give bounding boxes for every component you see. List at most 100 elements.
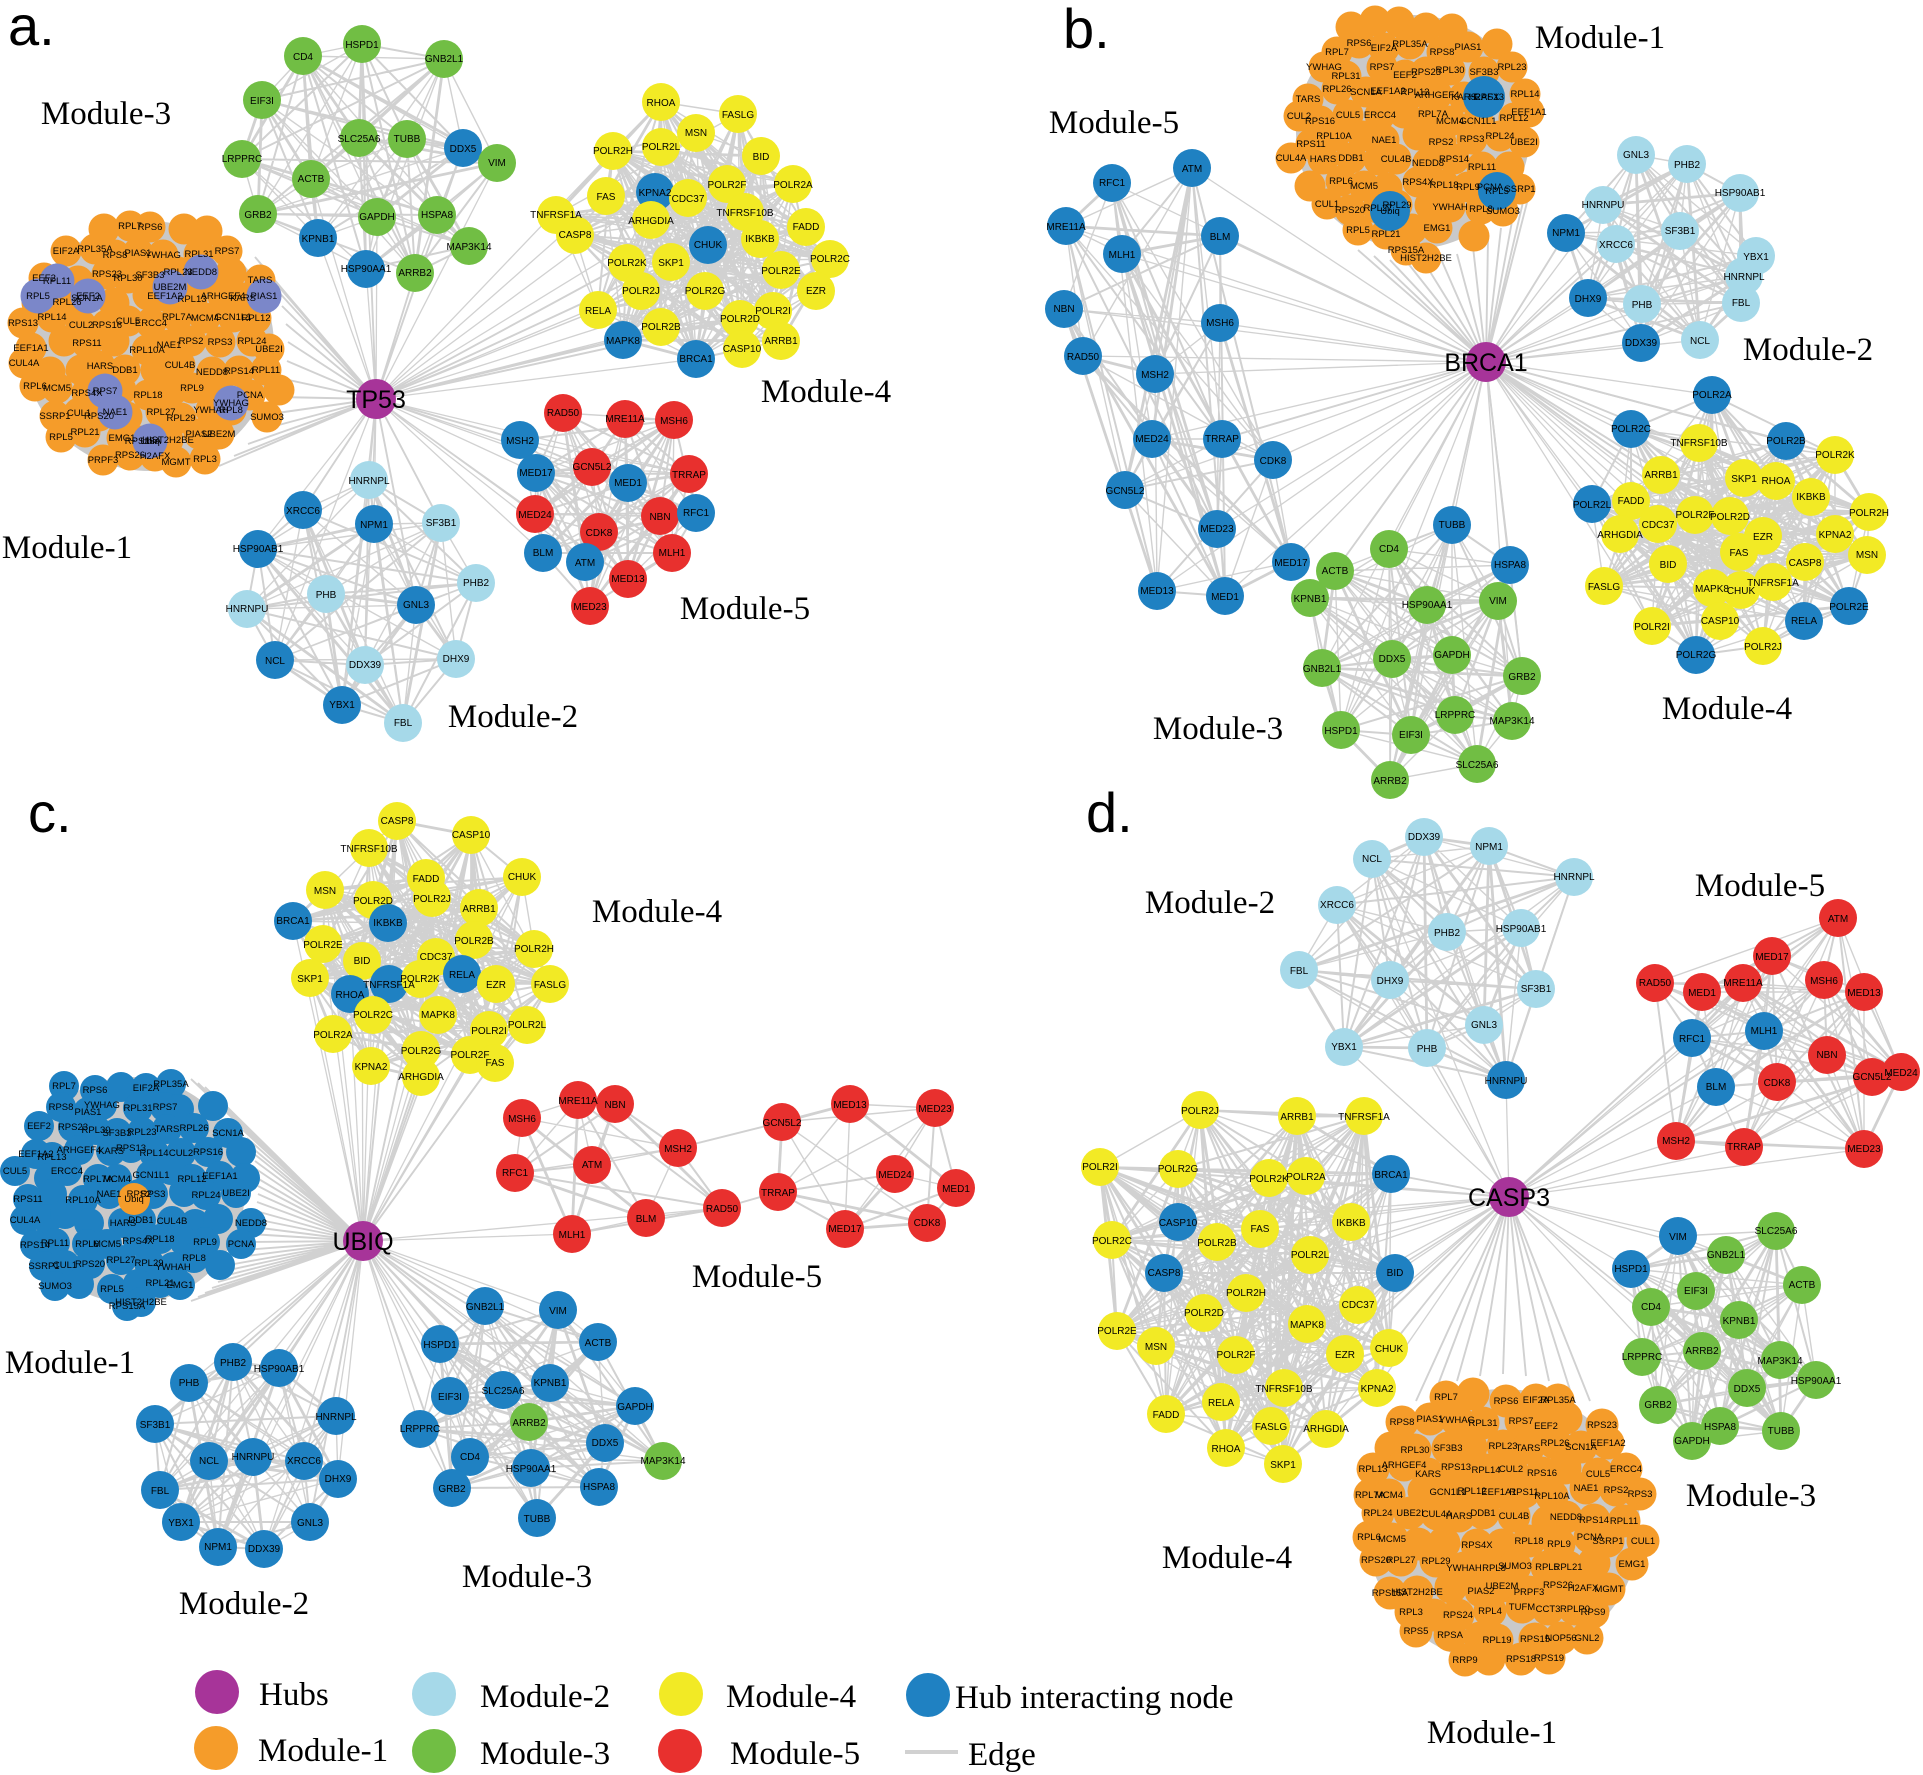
svg-text:RHOA: RHOA xyxy=(336,990,365,1001)
svg-text:MLH1: MLH1 xyxy=(659,548,686,559)
svg-text:RPS14: RPS14 xyxy=(20,1240,50,1251)
svg-text:Module-1: Module-1 xyxy=(258,1733,388,1769)
svg-text:ARRB2: ARRB2 xyxy=(1373,776,1407,787)
svg-text:BLM: BLM xyxy=(636,1214,657,1225)
svg-text:DDX5: DDX5 xyxy=(450,144,477,155)
svg-text:POLR2D: POLR2D xyxy=(1184,1308,1224,1319)
svg-text:EEF1A2: EEF1A2 xyxy=(1370,86,1405,97)
svg-text:CUL1: CUL1 xyxy=(53,1260,77,1271)
svg-text:YWHAG: YWHAG xyxy=(1306,62,1342,73)
svg-text:EEF1A1: EEF1A1 xyxy=(1481,1487,1516,1498)
svg-text:MED1: MED1 xyxy=(942,1184,970,1195)
svg-text:MED1: MED1 xyxy=(1688,988,1716,999)
svg-text:RPL5: RPL5 xyxy=(100,1284,124,1295)
svg-text:RPL9: RPL9 xyxy=(1456,182,1480,193)
svg-text:RPL3: RPL3 xyxy=(1399,1607,1423,1618)
svg-text:MSH6: MSH6 xyxy=(508,1114,536,1125)
svg-text:NEDD8: NEDD8 xyxy=(185,267,217,278)
svg-text:MCM4: MCM4 xyxy=(103,1174,131,1185)
svg-text:EIF2A: EIF2A xyxy=(53,246,80,257)
svg-text:GRB2: GRB2 xyxy=(1508,672,1536,683)
svg-text:TARS: TARS xyxy=(248,275,273,286)
svg-text:ARHGEF4: ARHGEF4 xyxy=(201,291,246,302)
svg-text:RPS13: RPS13 xyxy=(8,318,38,329)
svg-text:VIM: VIM xyxy=(549,1306,567,1317)
svg-text:POLR2K: POLR2K xyxy=(1815,450,1855,461)
svg-text:RHOA: RHOA xyxy=(1212,1444,1241,1455)
svg-text:POLR2I: POLR2I xyxy=(755,306,791,317)
svg-text:RPS15A: RPS15A xyxy=(125,436,162,447)
svg-text:ERCC4: ERCC4 xyxy=(51,1166,83,1177)
svg-text:HSPA8: HSPA8 xyxy=(1704,1422,1736,1433)
svg-text:KARS: KARS xyxy=(230,293,256,304)
svg-text:SCN1A: SCN1A xyxy=(71,293,103,304)
svg-text:TNFRSF10B: TNFRSF10B xyxy=(716,208,774,219)
svg-text:RPL27: RPL27 xyxy=(1363,203,1392,214)
svg-text:HNRNPU: HNRNPU xyxy=(1582,200,1625,211)
svg-text:RAD50: RAD50 xyxy=(1639,978,1672,989)
svg-text:RPS7: RPS7 xyxy=(93,386,118,397)
svg-text:XRCC6: XRCC6 xyxy=(286,506,320,517)
svg-text:CD4: CD4 xyxy=(1379,544,1399,555)
svg-text:RPL13: RPL13 xyxy=(1400,87,1429,98)
svg-text:RPS23: RPS23 xyxy=(1587,1420,1617,1431)
svg-text:UBE2M: UBE2M xyxy=(203,429,236,440)
svg-text:TP53: TP53 xyxy=(346,386,406,414)
svg-text:MED17: MED17 xyxy=(1755,952,1789,963)
svg-text:PHB: PHB xyxy=(1417,1044,1438,1055)
svg-text:CUL2: CUL2 xyxy=(69,320,93,331)
svg-text:DDB1: DDB1 xyxy=(112,365,137,376)
svg-text:RPS2: RPS2 xyxy=(1604,1485,1629,1496)
svg-text:MSH2: MSH2 xyxy=(1662,1136,1690,1147)
svg-text:RPL35A: RPL35A xyxy=(153,1079,189,1090)
svg-text:RPL12: RPL12 xyxy=(1457,1486,1486,1497)
svg-text:POLR2G: POLR2G xyxy=(1158,1164,1199,1175)
svg-text:HNRNPL: HNRNPL xyxy=(1723,272,1765,283)
svg-text:MSN: MSN xyxy=(1856,550,1878,561)
svg-text:NAE1: NAE1 xyxy=(1574,1483,1599,1494)
svg-text:LRPPRC: LRPPRC xyxy=(1622,1352,1663,1363)
svg-text:RPL27: RPL27 xyxy=(1386,1555,1415,1566)
svg-text:NPM1: NPM1 xyxy=(360,520,388,531)
svg-text:TUFM: TUFM xyxy=(1509,1602,1535,1613)
svg-text:POLR2D: POLR2D xyxy=(1710,512,1750,523)
svg-text:HIST2H2BE: HIST2H2BE xyxy=(1400,253,1452,264)
svg-text:RPS4X: RPS4X xyxy=(71,388,103,399)
svg-text:ATM: ATM xyxy=(575,558,595,569)
svg-text:KARS: KARS xyxy=(98,1146,124,1157)
svg-text:POLR2F: POLR2F xyxy=(708,180,747,191)
svg-text:RPL7A: RPL7A xyxy=(1355,1490,1386,1501)
svg-text:MCM5: MCM5 xyxy=(93,1239,121,1250)
svg-text:YWHAG: YWHAG xyxy=(213,398,249,409)
svg-text:RPS8: RPS8 xyxy=(103,250,128,261)
svg-text:ARRB2: ARRB2 xyxy=(512,1418,546,1429)
svg-text:PIAS2: PIAS2 xyxy=(186,429,213,440)
svg-text:Module-2: Module-2 xyxy=(448,699,578,735)
svg-text:HNRNPU: HNRNPU xyxy=(232,1452,275,1463)
svg-text:RPL19: RPL19 xyxy=(1482,1635,1511,1646)
svg-text:PCNA: PCNA xyxy=(1577,1532,1604,1543)
svg-text:RPS3: RPS3 xyxy=(208,337,233,348)
svg-text:RPL4: RPL4 xyxy=(1478,1606,1502,1617)
svg-text:CDK8: CDK8 xyxy=(914,1218,941,1229)
svg-text:CUL1: CUL1 xyxy=(1631,1536,1655,1547)
svg-text:CUL4A: CUL4A xyxy=(10,1215,41,1226)
svg-text:PCNA: PCNA xyxy=(228,1239,255,1250)
svg-text:EZR: EZR xyxy=(806,286,826,297)
svg-text:YWHAH: YWHAH xyxy=(1432,202,1468,213)
svg-text:Module-5: Module-5 xyxy=(1049,105,1179,141)
svg-text:NEDD8: NEDD8 xyxy=(1412,158,1444,169)
svg-text:RPL30: RPL30 xyxy=(1435,65,1464,76)
svg-text:EEF2: EEF2 xyxy=(32,273,56,284)
svg-text:POLR2A: POLR2A xyxy=(313,1030,353,1041)
svg-text:MSN: MSN xyxy=(314,886,336,897)
svg-text:ARRB1: ARRB1 xyxy=(462,904,496,915)
svg-text:FAS: FAS xyxy=(1730,548,1749,559)
svg-text:RPS6: RPS6 xyxy=(83,1085,108,1096)
svg-text:EMG1: EMG1 xyxy=(109,433,136,444)
svg-text:RPS6: RPS6 xyxy=(1494,1396,1519,1407)
svg-text:RPS23: RPS23 xyxy=(1411,67,1441,78)
svg-text:HNRNPL: HNRNPL xyxy=(1553,872,1595,883)
svg-text:TNFRSF10B: TNFRSF10B xyxy=(1670,438,1728,449)
svg-text:MSH2: MSH2 xyxy=(1141,370,1169,381)
